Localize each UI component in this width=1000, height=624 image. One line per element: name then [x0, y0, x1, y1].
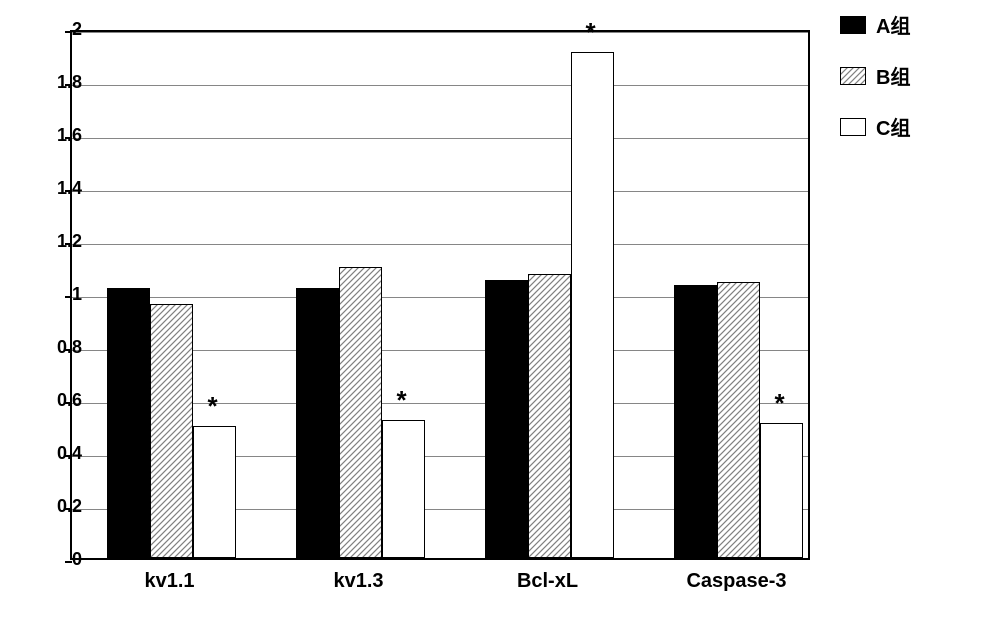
x-axis-label: Bcl-xL	[483, 570, 612, 593]
y-tick-label: 1.8	[32, 72, 82, 93]
legend-swatch	[840, 16, 866, 34]
bar-fill	[529, 275, 570, 557]
legend-label: C组	[876, 112, 910, 141]
y-tick-label: 0.4	[32, 443, 82, 464]
bar	[193, 426, 236, 559]
y-tick-label: 2	[32, 19, 82, 40]
significance-mark: *	[586, 17, 596, 48]
x-axis-label: kv1.1	[105, 570, 234, 593]
bar	[296, 288, 339, 558]
legend-swatch	[840, 118, 866, 136]
bar-fill	[718, 283, 759, 557]
bar-fill	[675, 286, 716, 557]
bar	[107, 288, 150, 558]
y-tick-label: 0.8	[32, 337, 82, 358]
bar	[382, 420, 425, 558]
bar-fill	[151, 305, 192, 557]
legend-label: A组	[876, 10, 910, 39]
gridline	[72, 138, 808, 139]
significance-mark: *	[208, 391, 218, 422]
bar-fill	[761, 424, 802, 557]
legend-label: B组	[876, 61, 910, 90]
legend-swatch	[840, 67, 866, 85]
bar	[339, 267, 382, 559]
bar-fill	[108, 289, 149, 557]
bar	[528, 274, 571, 558]
bar	[760, 423, 803, 558]
legend-item: C组	[840, 112, 990, 141]
plot-area: ****	[70, 30, 810, 560]
y-tick-label: 1.2	[32, 231, 82, 252]
gridline	[72, 85, 808, 86]
y-tick-label: 0	[32, 549, 82, 570]
x-axis-label: kv1.3	[294, 570, 423, 593]
significance-mark: *	[397, 385, 407, 416]
bar-fill	[297, 289, 338, 557]
bar	[571, 52, 614, 558]
chart-container: * * * * 0 0.2 0.4 0.6 0.8 1 1.2 1.4 1.6 1.8 2 kv1.1 kv1…	[10, 10, 830, 610]
bar-fill	[194, 427, 235, 558]
significance-mark: *	[775, 388, 785, 419]
legend: A组 B组 C组	[840, 10, 990, 163]
gridline	[72, 244, 808, 245]
gridline	[72, 191, 808, 192]
y-tick-label: 1	[32, 284, 82, 305]
bar-fill	[486, 281, 527, 557]
y-tick-label: 0.6	[32, 390, 82, 411]
x-axis-label: Caspase-3	[672, 570, 801, 593]
y-tick-label: 1.4	[32, 178, 82, 199]
bar-fill	[340, 268, 381, 558]
bar	[150, 304, 193, 558]
y-tick-label: 0.2	[32, 496, 82, 517]
bar	[485, 280, 528, 558]
bar	[717, 282, 760, 558]
gridline	[72, 32, 808, 33]
legend-item: A组	[840, 10, 990, 39]
y-tick-label: 1.6	[32, 125, 82, 146]
bar-fill	[383, 421, 424, 557]
bar-fill	[572, 53, 613, 557]
legend-item: B组	[840, 61, 990, 90]
bar	[674, 285, 717, 558]
